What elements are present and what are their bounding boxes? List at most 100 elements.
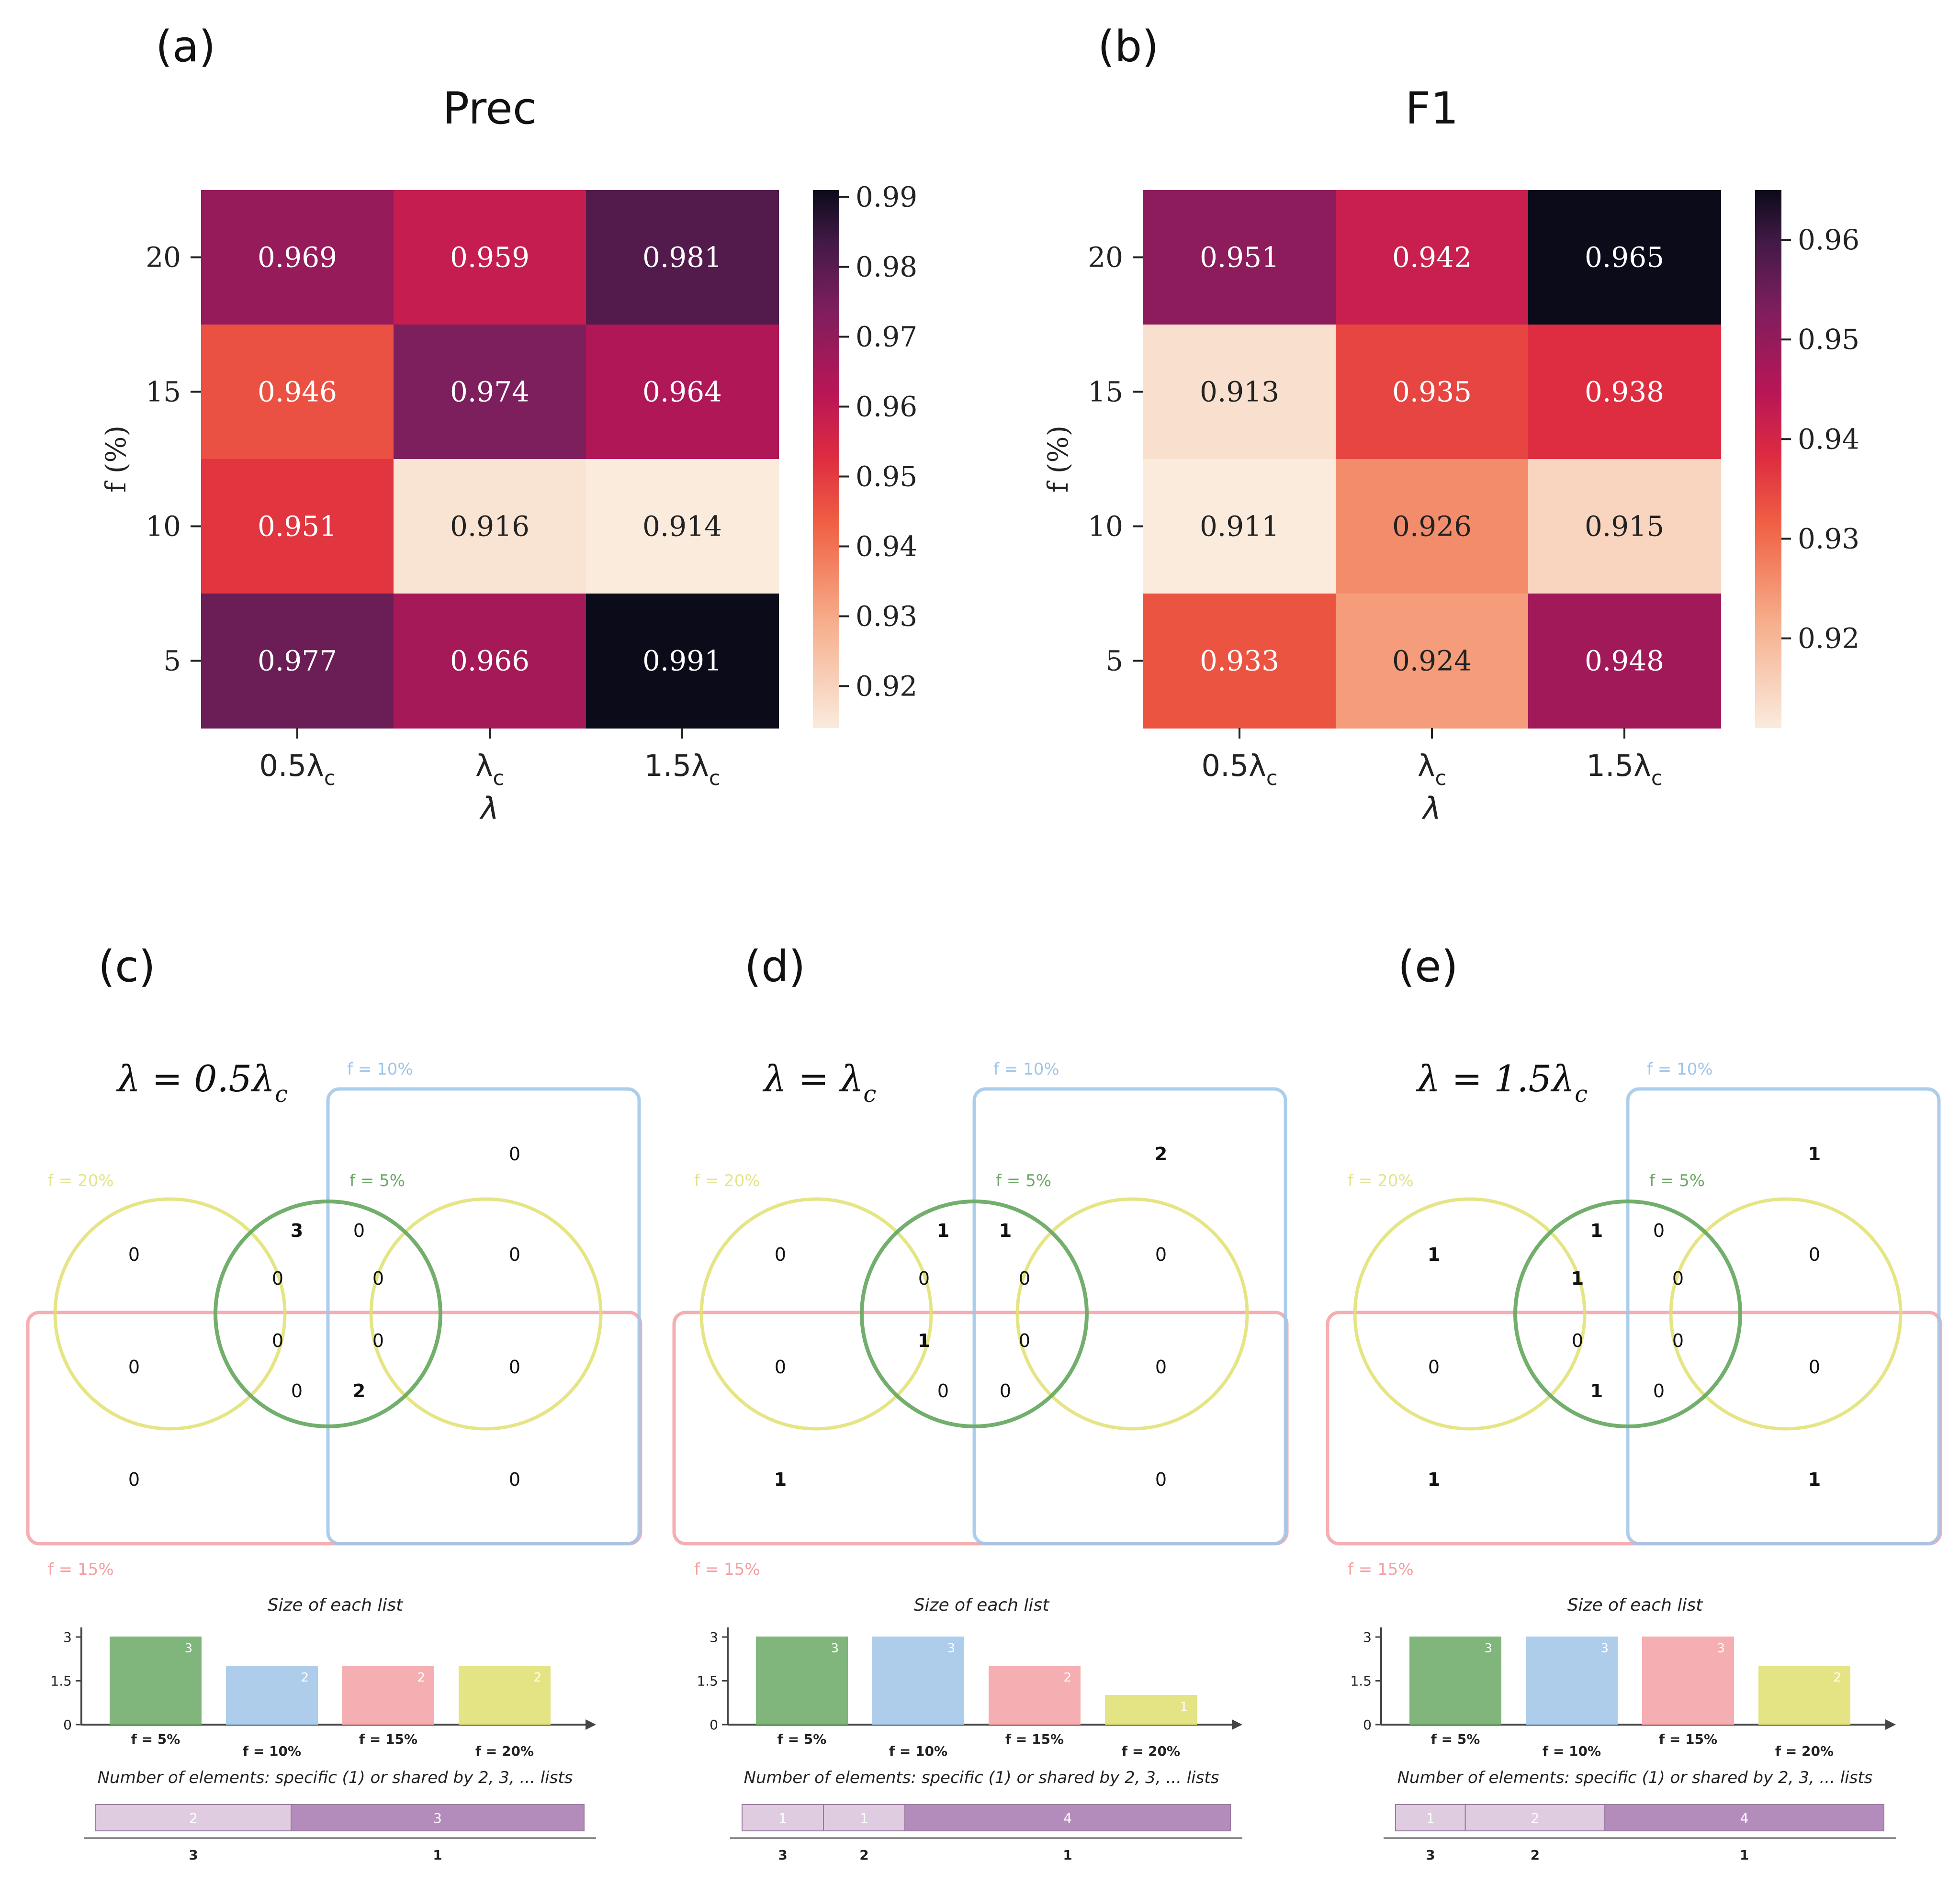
cell-value-label: 0.951 (1200, 241, 1279, 274)
set-f10-rect (972, 1087, 1287, 1546)
bar-value-label: 3 (947, 1641, 955, 1656)
heatmap-cell (1336, 325, 1529, 460)
venn-region-count: 1 (1590, 1380, 1603, 1402)
cell-value-label: 0.942 (1392, 241, 1472, 274)
bar-category-label: f = 10% (889, 1743, 947, 1759)
venn-region-count: 0 (509, 1357, 520, 1378)
cell-value-label: 0.951 (258, 510, 337, 543)
bar (989, 1666, 1081, 1725)
intersection-shared-by-label: 1 (1740, 1847, 1749, 1863)
set-label-f15: f = 15% (48, 1560, 114, 1579)
venn-region-count: 0 (1809, 1244, 1820, 1265)
y-tick-label: 15 (146, 376, 181, 408)
venn-region-count: 2 (353, 1380, 365, 1402)
venn-region-count: 0 (291, 1380, 303, 1402)
venn-region-count: 2 (1155, 1144, 1167, 1165)
set-f20-circle-left (699, 1197, 933, 1431)
set-label-f20: f = 20% (48, 1171, 114, 1190)
venn-region-count: 0 (1572, 1330, 1583, 1351)
intersection-segment (904, 1804, 1231, 1831)
bar (1105, 1695, 1197, 1725)
cell-value-label: 0.946 (258, 376, 337, 408)
cell-value-label: 0.938 (1585, 376, 1664, 408)
bar-chart-y-tick-label: 3 (1363, 1629, 1372, 1645)
venn-panel-e: (e) λ = 1.5λc f = 20% f = 5% f = 10% f = 15% 1… (1326, 942, 1942, 1863)
x-tick-label: 0.5λc (1202, 748, 1278, 790)
panel-label: (d) (744, 942, 805, 992)
bar-category-label: f = 10% (243, 1743, 301, 1759)
heatmap-cell (1336, 594, 1529, 729)
bar-chart-y-tick-label: 3 (63, 1629, 72, 1645)
set-label-f20: f = 20% (694, 1171, 760, 1190)
colorbar-tick-label: 0.92 (856, 670, 917, 702)
intersection-shared-by-label: 3 (1426, 1847, 1435, 1863)
cell-value-label: 0.977 (258, 645, 337, 677)
bar-chart-axis-arrow (1885, 1719, 1896, 1730)
cell-value-label: 0.916 (450, 510, 529, 543)
bar-category-label: f = 5% (131, 1731, 180, 1747)
bar-chart-y-tick-label: 3 (710, 1629, 718, 1645)
venn-region-count: 1 (1808, 1469, 1821, 1490)
bar-category-label: f = 20% (1122, 1743, 1180, 1759)
x-tick-label: 0.5λc (259, 748, 336, 790)
colorbar-tick-label: 0.94 (856, 530, 917, 562)
venn-panel-d: (d) λ = λc f = 20% f = 5% f = 10% f = 15% 2 1 1 0… (672, 942, 1289, 1863)
bar (342, 1666, 434, 1725)
x-tick-label: λc (1418, 748, 1446, 790)
cell-value-label: 0.948 (1585, 645, 1664, 677)
venn-region-count: 0 (128, 1469, 140, 1490)
cell-value-label: 0.959 (450, 241, 529, 274)
bar-value-label: 3 (831, 1641, 839, 1656)
cell-value-label: 0.966 (450, 645, 529, 677)
intersection-count-label: 3 (433, 1810, 442, 1826)
heatmap-cell (586, 325, 779, 460)
venn-region-count: 0 (372, 1330, 384, 1351)
colorbar-tick-label: 0.97 (856, 321, 917, 353)
set-f5-circle (214, 1200, 442, 1428)
set-f20-circle-right (1669, 1197, 1903, 1431)
chart-title: F1 (1405, 83, 1458, 134)
venn-region-count: 1 (937, 1220, 949, 1241)
bar (110, 1637, 202, 1725)
set-label-f10: f = 10% (347, 1060, 413, 1079)
bar-category-label: f = 15% (1005, 1731, 1064, 1747)
bar-category-label: f = 15% (359, 1731, 417, 1747)
heatmap-cell (1528, 459, 1721, 594)
colorbar-tick-label: 0.96 (856, 391, 917, 423)
venn-region-count: 0 (1155, 1357, 1167, 1378)
heatmap-cell (201, 594, 394, 729)
colorbar (813, 190, 839, 728)
venn-region-count: 1 (774, 1469, 787, 1490)
venn-region-count: 0 (128, 1357, 140, 1378)
bar-chart-y-tick-label: 1.5 (50, 1673, 72, 1689)
set-f10-rect (326, 1087, 641, 1546)
y-tick-label: 5 (163, 645, 181, 677)
set-f20-circle-right (1015, 1197, 1249, 1431)
x-tick-label: 1.5λc (644, 748, 721, 790)
venn-region-count: 1 (1571, 1268, 1584, 1289)
intersection-count-label: 1 (1426, 1810, 1435, 1826)
cell-value-label: 0.969 (258, 241, 337, 274)
intersection-title: Number of elements: specific (1) or shar… (744, 1768, 1219, 1787)
venn-region-count: 1 (918, 1330, 930, 1351)
venn-region-count: 0 (1428, 1357, 1440, 1378)
venn-region-count: 0 (372, 1268, 384, 1289)
heatmap-cell (1143, 459, 1336, 594)
venn-region-count: 0 (128, 1244, 140, 1265)
bar-value-label: 3 (1717, 1641, 1725, 1656)
bar (1526, 1637, 1618, 1725)
bar-chart-title: Size of each list (1567, 1595, 1704, 1615)
venn-region-count: 0 (1000, 1380, 1011, 1402)
bar-chart-y-tick-label: 0 (63, 1717, 72, 1733)
colorbar-tick-label: 0.92 (1798, 622, 1859, 655)
heatmap-cell (586, 459, 779, 594)
cell-value-label: 0.991 (642, 645, 722, 677)
intersection-segment (1395, 1804, 1466, 1831)
intersection-segment (291, 1804, 585, 1831)
lambda-label: λ = 1.5λc (1416, 1057, 1588, 1108)
intersection-shared-by-label: 2 (859, 1847, 868, 1863)
heatmap-cell (394, 594, 586, 729)
chart-title: Prec (443, 83, 537, 134)
y-axis-label: f (%) (1042, 426, 1074, 493)
